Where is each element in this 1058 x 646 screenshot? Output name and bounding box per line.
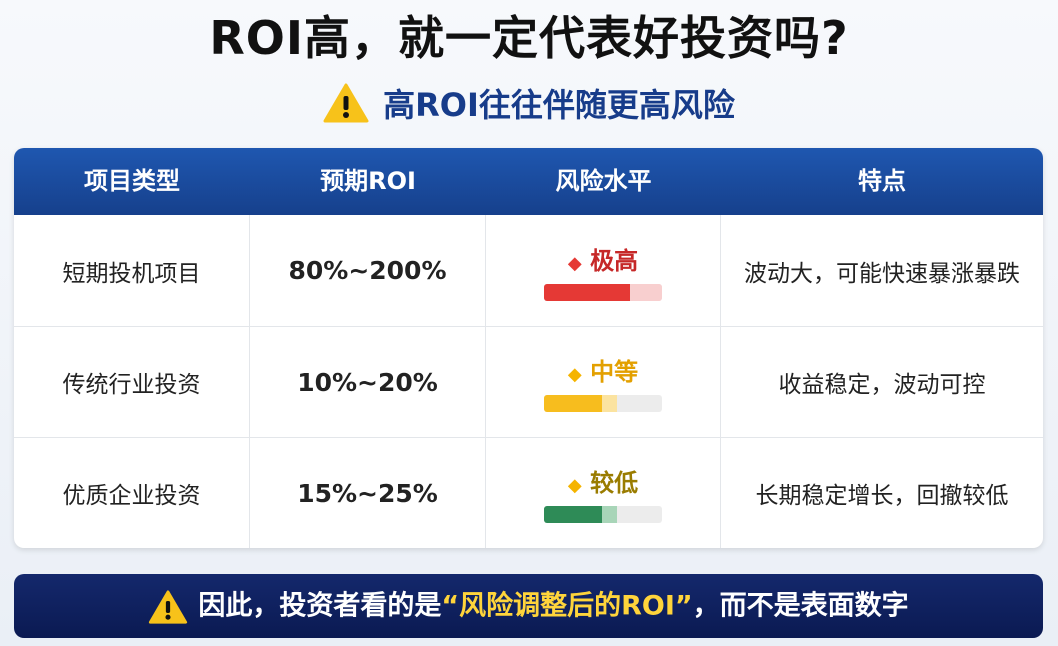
cell: 波动大，可能快速暴涨暴跌: [721, 215, 1043, 327]
footer-highlight: “风险调整后的ROI”: [441, 590, 693, 622]
risk-level: 中等: [590, 358, 639, 386]
cell: 长期稳定增长，回撤较低: [755, 483, 1009, 509]
risk-cell: ◆ 中等: [486, 327, 721, 438]
footer-text: ，而不是表面数字: [692, 590, 909, 622]
header-cell: 特点: [721, 148, 1043, 215]
risk-level-row: ◆ 中等: [567, 358, 639, 386]
risk-level-row: ◆ 极高: [567, 246, 639, 275]
risk-level: 较低: [590, 469, 639, 497]
cell: 15%~25%: [250, 438, 486, 548]
risk-cell: ◆ 较低: [486, 438, 721, 548]
cell: 优质企业投资: [14, 438, 250, 548]
risk-bar: [544, 506, 662, 523]
cell: 传统行业投资: [14, 327, 250, 438]
cell: 收益稳定，波动可控: [721, 327, 1043, 438]
footer-text: 因此，投资者看的是: [198, 590, 442, 622]
title: ROI高，就一定代表好投资吗?: [209, 11, 849, 65]
footer: 因此，投资者看的是“风险调整后的ROI”，而不是表面数字: [14, 574, 1043, 638]
risk-level-row: ◆ 较低: [567, 469, 639, 497]
cell: 80%~200%: [250, 215, 486, 327]
header-cell: 风险水平: [486, 148, 722, 215]
cell: 10%~20%: [250, 327, 486, 438]
warning-icon: [323, 83, 369, 123]
risk-level: 极高: [590, 246, 639, 275]
warning-icon: [149, 589, 188, 624]
table: 项目类型 预期ROI 风险水平 特点 短期投机项目 80%~200% ◆ 极高 …: [14, 148, 1043, 548]
risk-bar: [544, 283, 662, 301]
risk-bar: [544, 395, 662, 412]
header-cell: 项目类型: [14, 148, 251, 215]
risk-cell: ◆ 极高: [486, 215, 721, 327]
subtitle-row: 高ROI往往伴随更高风险: [0, 80, 1058, 126]
header-cell: 预期ROI: [250, 148, 487, 215]
cell: 短期投机项目: [14, 215, 250, 327]
subtitle: 高ROI往往伴随更高风险: [383, 86, 735, 124]
